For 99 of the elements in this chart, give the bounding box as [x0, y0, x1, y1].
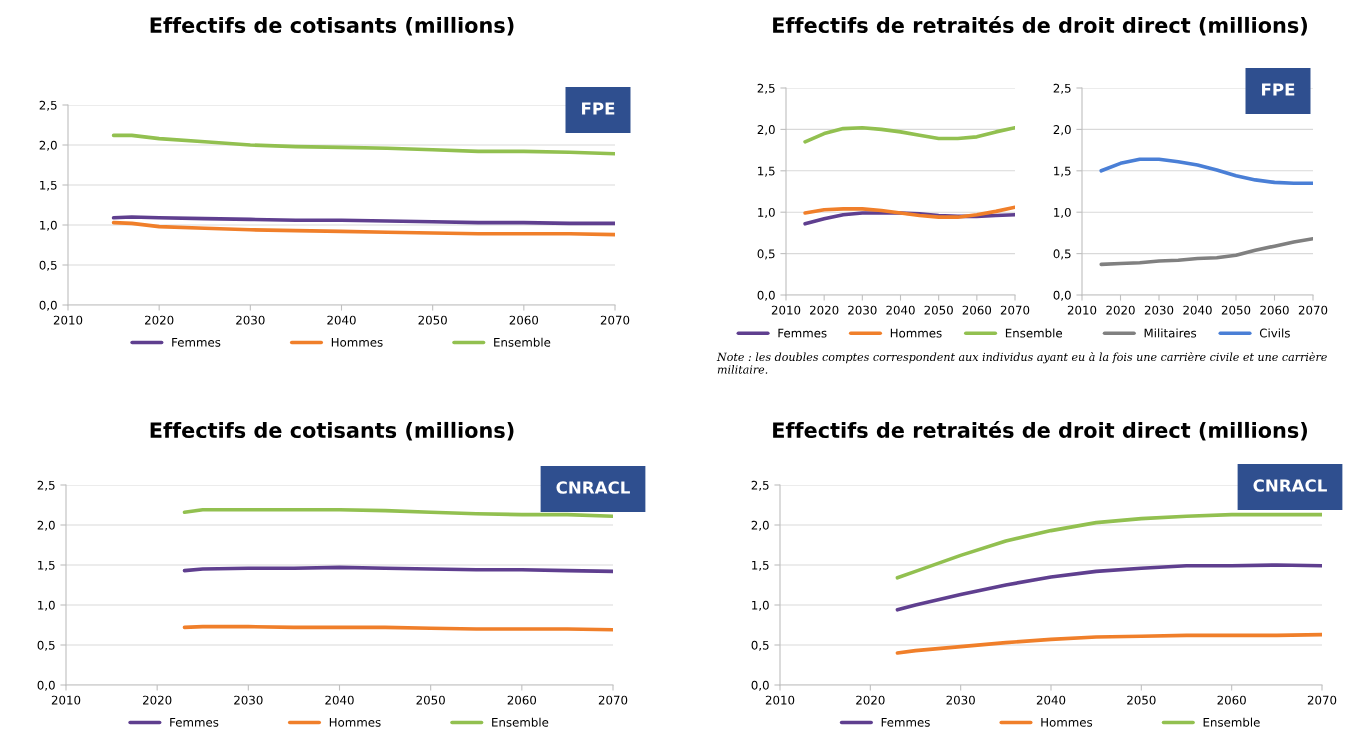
y-tick-label: 0,5	[751, 640, 769, 651]
x-tick-label: 2050	[1221, 305, 1251, 315]
chart-title: Effectifs de cotisants (millions)	[150, 421, 514, 441]
y-tick-label: 2,5	[757, 83, 775, 94]
x-tick-label: 2050	[418, 315, 447, 325]
line-series	[895, 563, 1322, 612]
x-tick-label: 2050	[924, 305, 953, 315]
x-tick-label: 2030	[848, 305, 877, 315]
line-series	[182, 507, 613, 519]
chart-title: Effectifs de retraités de droit direct (millions)	[773, 421, 1307, 441]
x-tick-label: 2030	[946, 695, 975, 705]
y-tick-label: 2,0	[751, 520, 769, 531]
y-tick-label: 0,0	[39, 300, 57, 311]
y-tick-label: 2,5	[39, 100, 57, 111]
x-tick-label: 2040	[1036, 695, 1066, 705]
x-tick-label: 2040	[327, 315, 356, 325]
x-tick-label: 2070	[1307, 695, 1337, 705]
y-tick-label: 0,0	[37, 680, 55, 691]
y-tick-label: 1,0	[40, 220, 57, 231]
line-series	[111, 215, 615, 226]
legend-label: Militaires	[1144, 328, 1197, 338]
y-tick-label: 1,5	[38, 560, 55, 571]
chart-title: Effectifs de retraités de droit direct (millions)	[773, 16, 1307, 36]
y-tick-label: 2,5	[37, 480, 55, 491]
x-tick-label: 2020	[856, 695, 885, 705]
x-tick-label: 2060	[507, 695, 537, 705]
y-tick-label: 2,0	[757, 125, 775, 136]
line-series	[111, 133, 615, 156]
y-tick-label: 1,5	[40, 180, 57, 191]
legend-label: Hommes	[890, 328, 942, 338]
y-tick-label: 2,0	[1053, 125, 1071, 136]
y-tick-label: 0,5	[757, 249, 775, 260]
legend-label: Hommes	[331, 337, 383, 347]
x-tick-label: 2020	[1106, 305, 1135, 315]
y-tick-label: 1,0	[1054, 207, 1071, 219]
x-tick-label: 2070	[1298, 305, 1328, 315]
x-tick-label: 2050	[1127, 695, 1156, 705]
annotation: CNRACL	[1253, 479, 1327, 492]
y-tick-label: 1,5	[1054, 166, 1071, 177]
y-tick-label: 2,5	[1053, 83, 1071, 94]
y-tick-label: 0,5	[1053, 249, 1071, 260]
legend-label: Femmes	[172, 337, 221, 347]
annotation: CNRACL	[556, 481, 630, 494]
x-tick-label: 2010	[771, 305, 801, 315]
x-tick-label: 2030	[1144, 305, 1174, 315]
x-tick-label: 2020	[810, 305, 839, 315]
text: Note : les doubles comptes correspondent aux individus ayant eu à la fois une carrière civile et une carrière militaire.	[716, 352, 1327, 374]
line-series	[1099, 157, 1313, 186]
y-tick-label: 1,0	[758, 207, 775, 219]
line-series	[111, 220, 615, 237]
chart-title: Effectifs de cotisants (millions)	[150, 16, 514, 36]
x-tick-label: 2010	[1067, 305, 1097, 315]
x-tick-label: 2060	[1217, 695, 1246, 705]
y-tick-label: 0,0	[757, 290, 775, 301]
y-tick-label: 0,0	[1053, 290, 1071, 301]
x-tick-label: 2040	[325, 695, 354, 705]
x-tick-label: 2060	[509, 315, 539, 325]
x-tick-label: 2040	[1183, 305, 1212, 315]
x-tick-label: 2050	[416, 695, 445, 705]
legend-label: Hommes	[329, 717, 381, 727]
legend-label: Ensemble	[492, 717, 549, 727]
x-tick-label: 2070	[600, 315, 630, 325]
legend-label: Ensemble	[1005, 328, 1063, 338]
x-tick-label: 2060	[1260, 305, 1289, 315]
line-series	[803, 205, 1015, 219]
legend-label: Civils	[1259, 328, 1290, 338]
x-tick-label: 2010	[765, 695, 795, 705]
legend-label: Ensemble	[494, 337, 551, 347]
legend-label: Femmes	[170, 717, 219, 727]
x-tick-label: 2010	[53, 315, 83, 325]
y-tick-label: 1,0	[752, 600, 769, 611]
x-tick-label: 2030	[236, 315, 265, 325]
y-tick-label: 0,5	[37, 640, 55, 651]
legend-label: Hommes	[1041, 717, 1093, 727]
x-tick-label: 2020	[145, 315, 174, 325]
x-tick-label: 2060	[962, 305, 992, 315]
annotation: FPE	[582, 102, 615, 115]
y-tick-label: 0,5	[39, 260, 57, 271]
x-tick-label: 2030	[234, 695, 263, 705]
y-tick-label: 1,5	[752, 560, 769, 571]
y-tick-label: 1,5	[758, 166, 775, 177]
x-tick-label: 2070	[598, 695, 628, 705]
y-tick-label: 0,0	[751, 680, 769, 691]
y-tick-label: 2,5	[751, 480, 769, 491]
x-tick-label: 2010	[51, 695, 81, 705]
line-series	[895, 512, 1322, 580]
line-series	[1099, 236, 1313, 267]
line-series	[803, 125, 1015, 144]
line-series	[895, 632, 1322, 655]
legend-label: Ensemble	[1203, 717, 1260, 727]
x-tick-label: 2070	[1000, 305, 1030, 315]
x-tick-label: 2040	[886, 305, 915, 315]
y-tick-label: 2,0	[37, 520, 55, 531]
legend-label: Femmes	[881, 717, 930, 727]
annotation: FPE	[1262, 83, 1295, 96]
legend-label: Femmes	[778, 328, 827, 338]
x-tick-label: 2020	[143, 695, 172, 705]
y-tick-label: 2,0	[39, 140, 57, 151]
y-tick-label: 1,0	[38, 600, 55, 611]
